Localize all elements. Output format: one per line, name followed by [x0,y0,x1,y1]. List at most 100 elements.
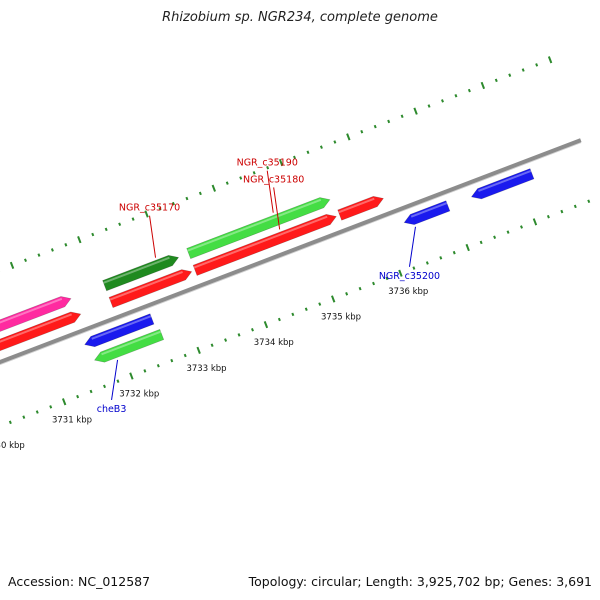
scale-label: 3734 kbp [254,338,294,348]
leader-line [408,226,416,267]
scale-label: 3732 kbp [119,390,159,400]
minor-tick [306,150,310,155]
minor-tick [454,93,458,98]
leader-line [149,215,157,258]
minor-tick [116,379,120,383]
minor-tick [452,250,456,255]
major-tick [278,158,284,167]
minor-tick [239,176,243,180]
minor-tick [293,155,296,160]
gene-label: cheB3 [97,404,127,415]
red-gene-a-body [0,311,82,352]
red-gene-b-body [108,269,193,309]
major-tick [61,398,67,406]
minor-tick [506,230,510,234]
red-gene-d-body [337,196,384,221]
pink-gene [0,296,72,332]
blue-gene-c [470,168,535,200]
minor-tick [587,199,591,204]
scale-label: 3730 kbp [0,441,25,451]
major-tick [331,295,336,303]
major-tick [346,133,351,141]
red-gene-a [0,311,82,352]
red-gene-c-body [192,214,337,276]
major-tick [196,346,201,354]
minor-tick [210,343,214,347]
genome-title: Rhizobium sp. NGR234, complete genome [162,10,438,25]
red-gene-c-highlight [193,215,328,269]
major-tick [547,56,553,64]
minor-tick [573,204,577,209]
green-gene-a-highlight [187,198,322,252]
minor-tick [467,88,471,93]
minor-tick [508,73,512,77]
minor-tick [185,196,189,201]
major-tick [211,184,216,192]
minor-tick [400,114,404,119]
blue-gene-c-highlight [478,169,532,192]
minor-tick [333,140,337,144]
gene-label: NGR_c35200 [379,271,440,282]
minor-tick [198,191,202,196]
red-gene-b [108,269,193,309]
minor-tick [546,214,550,219]
minor-tick [494,78,498,83]
minor-tick [412,266,416,270]
scale-label: 3735 kbp [321,312,361,322]
major-tick [263,321,269,329]
minor-tick [104,227,108,232]
major-tick [9,261,15,269]
minor-tick [158,207,162,211]
minor-tick [103,384,106,389]
minor-tick [360,129,364,134]
pink-gene-body [0,296,72,332]
accession-text: Accession: NC_012587 [8,574,151,589]
genome-summary-text: Topology: circular; Length: 3,925,702 bp… [248,574,592,589]
minor-tick [319,145,323,149]
dark-green-gene-a-highlight [103,256,170,284]
green-gene-a-body [186,197,331,260]
minor-tick [251,328,254,332]
leader-line [273,187,281,230]
major-tick [77,236,82,244]
minor-tick [8,420,12,425]
blue-gene-b [403,200,451,225]
minor-tick [521,68,525,72]
gene-label: NGR_c35190 [237,158,298,169]
green-gene-b-body [93,328,165,363]
minor-tick [441,99,444,103]
minor-tick [224,338,228,342]
minor-tick [358,286,362,291]
minor-tick [318,302,322,306]
dark-green-gene-a [102,255,180,292]
minor-tick [49,405,53,409]
minor-tick [225,181,229,185]
major-tick [480,81,486,90]
minor-tick [76,394,80,399]
blue-gene-a-body [84,313,155,348]
major-tick [532,218,538,226]
minor-tick [385,276,389,281]
scale-label: 3733 kbp [186,364,226,374]
minor-tick [479,240,483,245]
major-tick [398,269,403,277]
gene-label: NGR_c35180 [243,174,304,185]
minor-tick [131,217,135,221]
major-tick [465,243,470,252]
minor-tick [170,358,174,363]
minor-tick [156,364,160,368]
minor-tick [37,253,41,257]
blue-gene-a [84,313,155,348]
minor-tick [560,209,564,214]
leader-line [111,359,119,401]
minor-tick [427,104,431,108]
scale-label: 3731 kbp [52,415,92,425]
leader-line [266,170,274,213]
minor-tick [35,410,39,414]
gene-label: NGR_c35170 [119,203,180,214]
blue-gene-b-highlight [410,202,448,218]
minor-tick [252,171,256,175]
minor-tick [387,119,391,124]
red-gene-c [192,214,337,276]
